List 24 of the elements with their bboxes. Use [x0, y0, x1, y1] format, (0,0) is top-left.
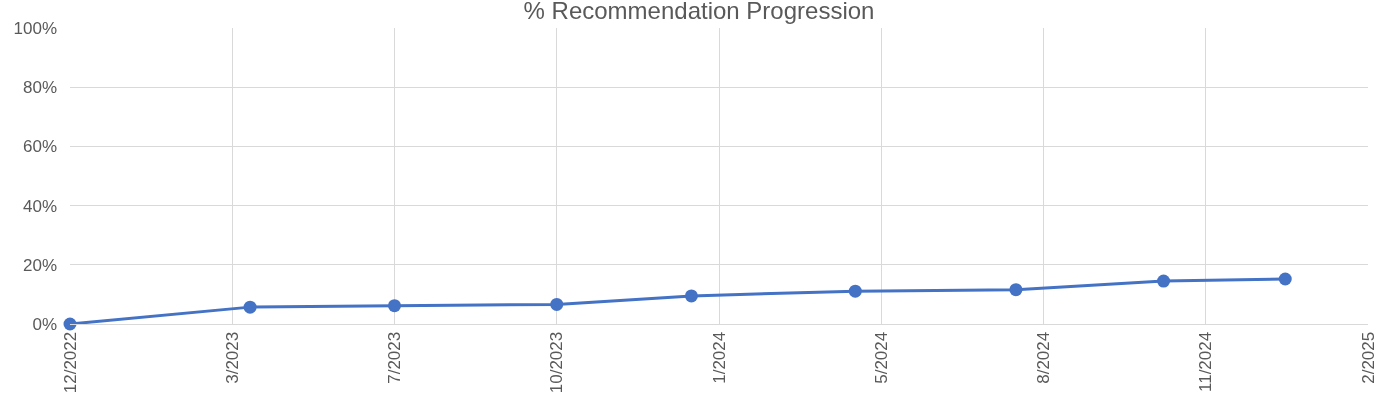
point	[388, 299, 401, 313]
x-tick-label: 8/2024	[1034, 331, 1054, 384]
y-tick-label: 100%	[13, 18, 57, 38]
x-tick-label: 2/2025	[1358, 331, 1378, 384]
y-tick-label: 40%	[22, 196, 57, 216]
x-tick-label: 3/2023	[222, 331, 242, 384]
x-tick-label: 10/2023	[547, 331, 567, 394]
y-tick-label: 80%	[22, 78, 57, 98]
x-tick-label: 12/2022	[60, 331, 80, 394]
y-tick-label: 60%	[22, 137, 57, 157]
point	[1278, 272, 1292, 286]
x-tick-label: 1/2024	[709, 331, 729, 384]
point	[243, 300, 257, 314]
x-tick-label: 7/2023	[385, 331, 405, 384]
y-tick-label: 0%	[32, 314, 57, 334]
point	[550, 297, 564, 311]
x-tick-label: 11/2024	[1196, 331, 1216, 392]
point	[1009, 283, 1023, 297]
point	[1157, 274, 1171, 288]
x-tick-label: 5/2024	[871, 331, 891, 384]
chart-title: % Recommendation Progression	[523, 0, 875, 24]
y-tick-label: 20%	[22, 255, 57, 275]
point	[848, 284, 862, 298]
point	[684, 289, 698, 303]
